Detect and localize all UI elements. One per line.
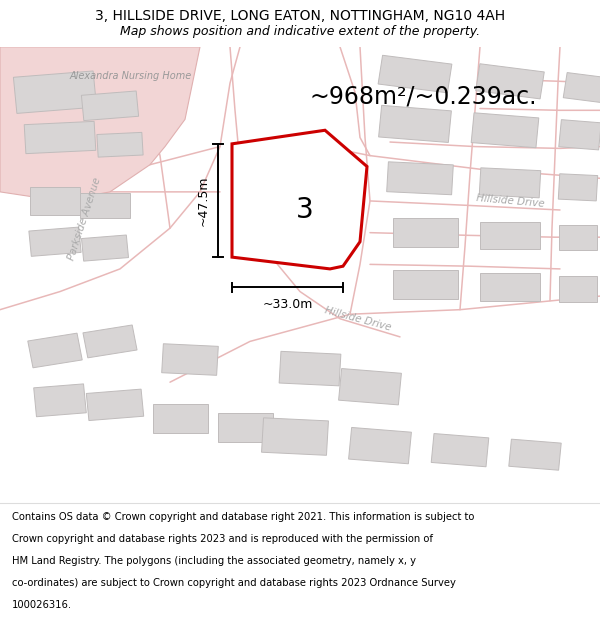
Polygon shape [97, 132, 143, 157]
Polygon shape [24, 121, 96, 154]
Text: ~33.0m: ~33.0m [262, 298, 313, 311]
Polygon shape [559, 224, 597, 250]
Text: Hillside Drive: Hillside Drive [323, 305, 392, 332]
Polygon shape [29, 227, 81, 256]
Text: Parkside Avenue: Parkside Avenue [67, 176, 103, 262]
Polygon shape [82, 235, 128, 261]
Polygon shape [13, 71, 97, 113]
Polygon shape [28, 333, 82, 367]
Polygon shape [218, 413, 272, 442]
Polygon shape [80, 192, 130, 218]
Text: Alexandra Nursing Home: Alexandra Nursing Home [70, 71, 192, 81]
Text: co-ordinates) are subject to Crown copyright and database rights 2023 Ordnance S: co-ordinates) are subject to Crown copyr… [12, 578, 456, 588]
Polygon shape [152, 404, 208, 433]
Polygon shape [338, 369, 401, 405]
Polygon shape [479, 168, 541, 198]
Polygon shape [262, 418, 328, 455]
Text: 3, HILLSIDE DRIVE, LONG EATON, NOTTINGHAM, NG10 4AH: 3, HILLSIDE DRIVE, LONG EATON, NOTTINGHA… [95, 9, 505, 23]
Polygon shape [378, 55, 452, 93]
Polygon shape [386, 162, 454, 195]
Polygon shape [0, 47, 200, 201]
Polygon shape [34, 384, 86, 417]
Text: 100026316.: 100026316. [12, 600, 72, 610]
Polygon shape [260, 189, 330, 239]
Polygon shape [563, 72, 600, 102]
Polygon shape [431, 434, 489, 467]
Text: Map shows position and indicative extent of the property.: Map shows position and indicative extent… [120, 24, 480, 38]
Text: ~968m²/~0.239ac.: ~968m²/~0.239ac. [310, 85, 538, 109]
Polygon shape [480, 222, 540, 249]
Text: HM Land Registry. The polygons (including the associated geometry, namely x, y: HM Land Registry. The polygons (includin… [12, 556, 416, 566]
Text: Contains OS data © Crown copyright and database right 2021. This information is : Contains OS data © Crown copyright and d… [12, 512, 475, 522]
Polygon shape [379, 106, 451, 142]
Polygon shape [86, 389, 144, 421]
Text: ~47.5m: ~47.5m [197, 175, 210, 226]
Polygon shape [558, 174, 598, 201]
Polygon shape [509, 439, 561, 470]
Polygon shape [471, 112, 539, 148]
Text: Crown copyright and database rights 2023 and is reproduced with the permission o: Crown copyright and database rights 2023… [12, 534, 433, 544]
Polygon shape [83, 325, 137, 358]
Polygon shape [480, 274, 540, 301]
Text: Hillside Drive: Hillside Drive [475, 193, 545, 209]
Polygon shape [279, 351, 341, 386]
Polygon shape [349, 428, 412, 464]
Polygon shape [162, 344, 218, 376]
Text: 3: 3 [296, 196, 314, 224]
Polygon shape [82, 91, 139, 121]
Polygon shape [232, 130, 367, 269]
Polygon shape [559, 276, 597, 301]
Polygon shape [392, 270, 458, 299]
Polygon shape [476, 64, 544, 99]
Polygon shape [392, 218, 458, 247]
Polygon shape [30, 188, 80, 214]
Polygon shape [559, 119, 600, 150]
